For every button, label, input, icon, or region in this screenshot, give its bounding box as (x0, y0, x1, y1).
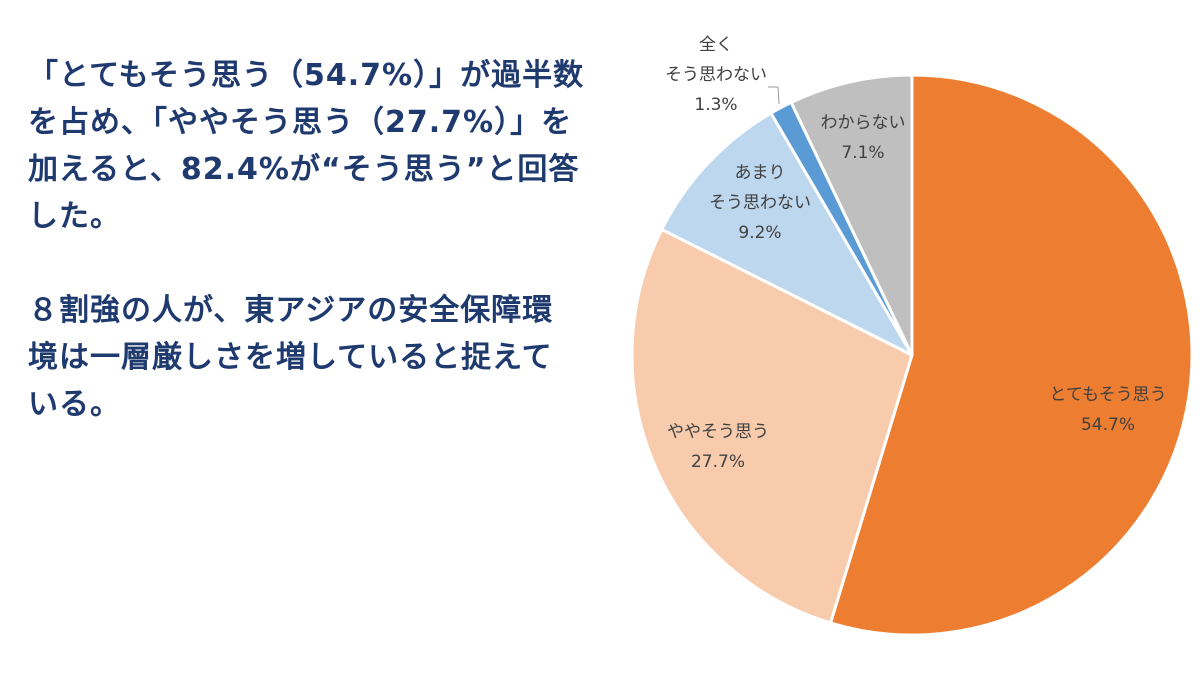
slice-label-strongly-disagree: 全く (699, 35, 733, 55)
leader-line-strongly-disagree (768, 86, 780, 105)
summary-paragraph: 「とてもそう思う（54.7%）」が過半数 を占め、「ややそう思う（27.7%）」… (28, 52, 618, 240)
slice-label-somewhat-disagree: そう思わない (709, 193, 811, 213)
slice-value-strongly-agree: 54.7% (1081, 415, 1135, 435)
slice-value-strongly-disagree: 1.3% (694, 95, 737, 115)
conclusion-paragraph: ８割強の人が、東アジアの安全保障環 境は一層厳しさを増していると捉えて いる。 (28, 287, 618, 428)
conclusion-line: 境は一層厳しさを増していると捉えて (28, 340, 553, 375)
summary-line: した。 (28, 199, 121, 234)
slice-label-somewhat-agree: ややそう思う (667, 422, 769, 442)
description-text: 「とてもそう思う（54.7%）」が過半数 を占め、「ややそう思う（27.7%）」… (28, 52, 618, 475)
slice-value-somewhat-agree: 27.7% (691, 452, 745, 472)
slice-label-strongly-disagree: そう思わない (665, 65, 767, 85)
summary-line: 「とてもそう思う（54.7%）」が過半数 (28, 58, 585, 93)
summary-line: 加えると、82.4%が“そう思う”と回答 (28, 152, 580, 187)
pie-slice-somewhat-disagree (660, 111, 914, 357)
conclusion-line: いる。 (28, 387, 121, 422)
slice-value-somewhat-disagree: 9.2% (738, 223, 781, 243)
pie-slice-somewhat-agree (630, 227, 914, 625)
conclusion-line: ８割強の人が、東アジアの安全保障環 (28, 293, 554, 328)
slice-label-strongly-agree: とてもそう思う (1049, 385, 1166, 405)
pie-slice-dont-know (789, 73, 914, 357)
slice-label-somewhat-disagree: あまり (735, 163, 786, 183)
pie-slice-strongly-agree (829, 73, 1194, 637)
slice-value-dont-know: 7.1% (841, 143, 884, 163)
summary-line: を占め、「ややそう思う（27.7%）」を (28, 105, 573, 140)
slice-label-dont-know: わからない (821, 113, 906, 133)
